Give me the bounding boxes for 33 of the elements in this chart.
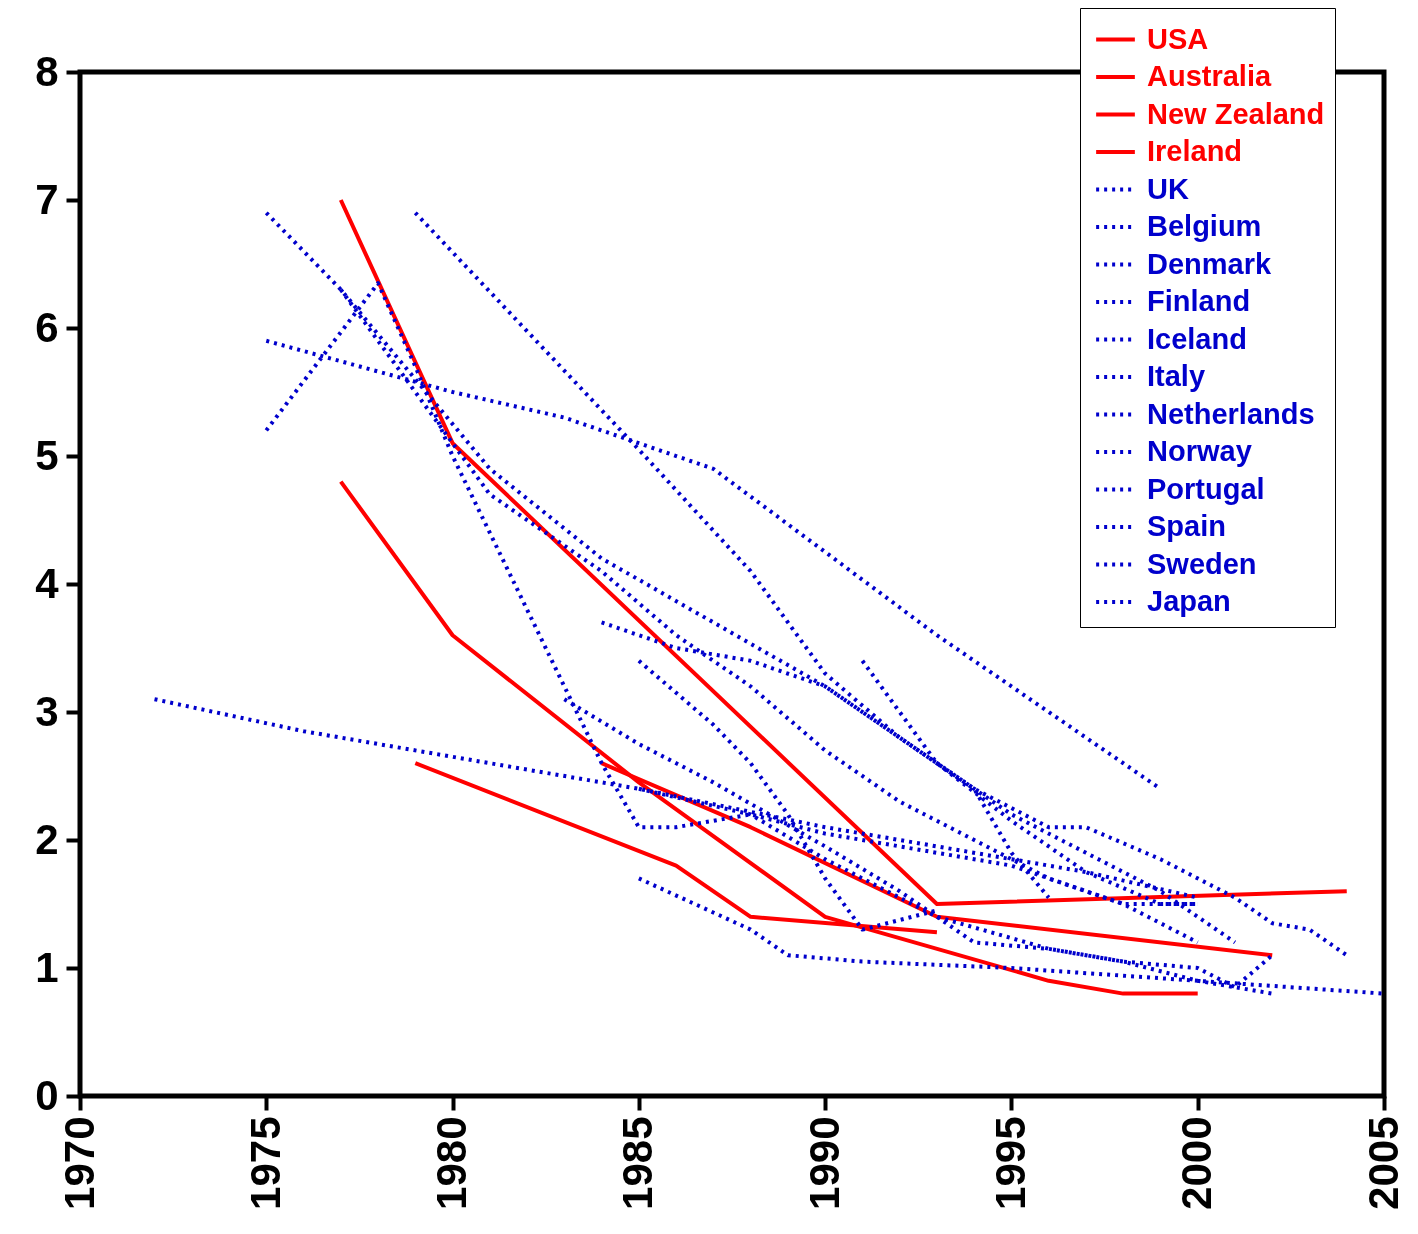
legend-label: Iceland	[1147, 322, 1247, 355]
x-tick-label: 2000	[1173, 1116, 1221, 1210]
legend-label: Norway	[1147, 435, 1252, 467]
legend-label: Italy	[1147, 360, 1206, 392]
legend-label: Australia	[1147, 60, 1272, 92]
legend-label: Denmark	[1147, 247, 1272, 280]
y-tick-label: 2	[35, 815, 59, 863]
legend-label: Japan	[1147, 585, 1231, 617]
y-tick-label: 4	[35, 559, 60, 607]
y-tick-label: 8	[35, 47, 59, 95]
legend-label: Portugal	[1147, 472, 1265, 505]
y-tick-label: 3	[35, 687, 59, 735]
legend-label: Netherlands	[1147, 397, 1315, 430]
legend-label: Spain	[1147, 510, 1226, 542]
y-tick-label: 0	[35, 1071, 59, 1119]
legend-label: New Zealand	[1147, 97, 1325, 130]
legend-label: Sweden	[1147, 547, 1257, 580]
x-tick-label: 1985	[614, 1116, 662, 1210]
y-tick-label: 1	[35, 943, 59, 991]
x-tick-label: 1970	[55, 1116, 103, 1210]
y-tick-label: 7	[35, 175, 59, 223]
legend-label: USA	[1147, 22, 1209, 55]
x-tick-label: 1975	[241, 1116, 289, 1210]
y-tick-label: 6	[35, 303, 59, 351]
y-tick-label: 5	[35, 431, 59, 479]
x-tick-label: 1995	[986, 1116, 1034, 1210]
x-tick-label: 1980	[428, 1116, 476, 1210]
x-tick-label: 2005	[1359, 1116, 1407, 1210]
legend-label: Ireland	[1147, 135, 1243, 167]
x-tick-label: 1990	[800, 1116, 848, 1210]
legend-label: Finland	[1147, 285, 1251, 317]
legend-label: Belgium	[1147, 210, 1262, 242]
legend-label: UK	[1147, 172, 1189, 205]
